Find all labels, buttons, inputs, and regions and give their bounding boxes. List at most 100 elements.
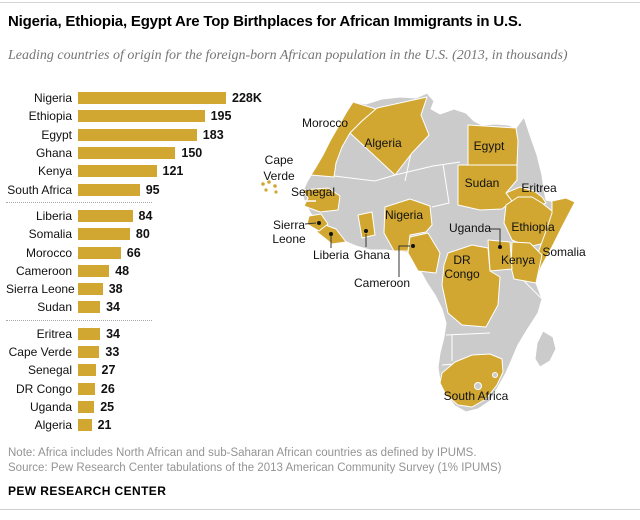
bar-row-sierra-leone: Sierra Leone 38	[6, 280, 262, 298]
country-borders	[333, 152, 545, 366]
label-kenya: Kenya	[501, 253, 535, 267]
bar-category-label: Sierra Leone	[6, 282, 75, 297]
bar	[78, 346, 100, 358]
bar-value-label: 183	[202, 127, 224, 142]
page-title: Nigeria, Ethiopia, Egypt Are Top Birthpl…	[8, 13, 522, 30]
leader-lines	[304, 222, 501, 277]
bar	[78, 110, 205, 123]
bar-value-label: 95	[145, 182, 160, 197]
bar	[78, 128, 197, 141]
country-egypt	[467, 124, 519, 166]
bar	[78, 209, 133, 222]
group-divider	[6, 320, 152, 322]
bar-value-label: 121	[162, 164, 184, 179]
country-senegal	[301, 187, 341, 213]
top-rule	[0, 2, 640, 3]
madagascar-shape	[534, 330, 557, 368]
bar	[78, 419, 92, 432]
bar-category-label: Algeria	[34, 418, 72, 433]
bar-category-label: Sudan	[37, 300, 72, 315]
bar-row-uganda: Uganda 25	[6, 398, 262, 416]
bar	[78, 264, 110, 277]
label-senegal: Senegal	[291, 185, 335, 199]
bar-value-label: 33	[105, 345, 120, 359]
bar-row-dr-congo: DR Congo 26	[6, 379, 262, 397]
bar-value-label: 195	[210, 109, 232, 124]
bottom-rule	[0, 509, 640, 510]
bar-category-label: Uganda	[29, 399, 72, 414]
bar-row-somalia: Somalia 80	[6, 225, 262, 243]
bar	[78, 283, 103, 296]
bar-row-liberia: Liberia 84	[6, 207, 262, 225]
country-algeria	[349, 96, 430, 176]
label-eritrea: Eritrea	[521, 181, 557, 195]
bar-category-label: Liberia	[35, 208, 72, 223]
bar-category-label: Egypt	[41, 127, 72, 142]
bar-row-cape-verde: Cape Verde 33	[6, 343, 262, 361]
bar-value-label: 34	[106, 326, 120, 341]
bar	[78, 228, 130, 241]
source-line: Source: Pew Research Center tabulations …	[8, 462, 502, 474]
bar-category-label: Nigeria	[33, 91, 72, 106]
sierra-leone-leader-line	[304, 222, 317, 225]
footnotes: Note: Africa includes North African and …	[8, 446, 632, 476]
country-cameroon	[407, 232, 441, 274]
country-ghana	[357, 211, 376, 239]
lesotho-shape	[474, 382, 482, 390]
bar-chart-rows: Nigeria 228K Ethiopia 195 Egypt 183 Ghana 150 Ke…	[6, 89, 262, 434]
bar-row-ethiopia: Ethiopia 195	[6, 107, 262, 125]
bar-row-nigeria: Nigeria 228K	[6, 89, 262, 107]
bar-value-label: 25	[100, 399, 115, 414]
ghana-dot	[364, 229, 368, 233]
bar-value-label: 66	[126, 245, 141, 260]
bar-row-south-africa: South Africa 95	[6, 180, 262, 198]
label-nigeria: Nigeria	[385, 208, 423, 222]
bar-value-label: 27	[101, 363, 116, 378]
bar-category-label: Kenya	[37, 164, 72, 179]
label-morocco: Morocco	[302, 116, 348, 130]
bar-category-label: Ghana	[35, 146, 72, 161]
highlighted-countries	[301, 96, 576, 408]
bar-value-label: 26	[100, 381, 115, 396]
bar-category-label: DR Congo	[15, 381, 72, 396]
bar	[78, 327, 101, 340]
bar	[78, 400, 95, 413]
note-line: Note: Africa includes North African and …	[8, 447, 477, 459]
bar-category-label: Cameroon	[15, 263, 72, 278]
brand-signature: PEW RESEARCH CENTER	[8, 484, 167, 498]
bar-row-eritrea: Eritrea 34	[6, 325, 262, 343]
bar	[78, 246, 121, 259]
uganda-leader-line	[490, 228, 501, 245]
label-sudan: Sudan	[465, 176, 500, 190]
bar-value-label: 38	[108, 282, 123, 297]
group-divider	[6, 202, 152, 204]
bar-value-label: 84	[138, 208, 153, 223]
bar-category-label: South Africa	[7, 182, 72, 197]
bar-row-kenya: Kenya 121	[6, 162, 262, 180]
sierra-leone-dot	[317, 221, 321, 225]
bar-category-label: Morocco	[25, 245, 72, 260]
bar	[78, 301, 101, 314]
bar-chart: Nigeria 228K Ethiopia 195 Egypt 183 Ghana 150 Ke…	[6, 89, 262, 434]
bar-category-label: Eritrea	[36, 326, 72, 341]
label-sierra-leone-2: Leone	[272, 232, 306, 246]
label-liberia: Liberia	[313, 248, 349, 262]
bar-category-label: Ethiopia	[28, 109, 72, 124]
label-ethiopia: Ethiopia	[511, 220, 555, 234]
country-dr-congo	[441, 244, 501, 328]
leader-dots	[317, 221, 502, 249]
bar-row-egypt: Egypt 183	[6, 126, 262, 144]
africa-map-svg: Morocco Algeria Egypt Cape Verde Senegal…	[261, 92, 586, 413]
bar	[78, 147, 176, 160]
bar	[78, 165, 157, 178]
country-nigeria	[383, 198, 433, 252]
cape-verde-islands	[261, 180, 278, 194]
label-sierra-leone-1: Sierra	[273, 218, 305, 232]
label-cameroon: Cameroon	[354, 276, 410, 290]
cameroon-dot	[411, 244, 415, 248]
label-somalia: Somalia	[542, 245, 586, 259]
africa-map: Morocco Algeria Egypt Cape Verde Senegal…	[250, 85, 640, 445]
bar	[78, 92, 226, 105]
bar-value-label: 80	[135, 227, 150, 242]
bar-row-senegal: Senegal 27	[6, 361, 262, 379]
